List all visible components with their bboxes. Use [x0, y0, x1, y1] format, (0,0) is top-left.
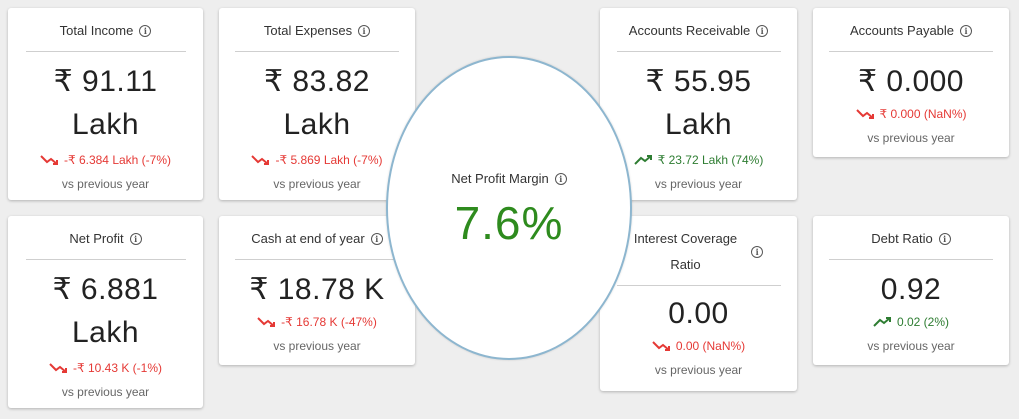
change-indicator: ₹ 0.000 (NaN%) — [813, 107, 1009, 121]
card-header: Debt Ratio i — [829, 216, 993, 260]
highlight-title: Net Profit Margin — [451, 171, 549, 186]
card-value-line2: Lakh — [71, 316, 140, 349]
info-icon[interactable]: i — [139, 24, 152, 37]
trending-down-icon — [251, 155, 270, 165]
card-value-line1: 0.92 — [880, 273, 942, 306]
card-header: Interest Coverage Ratio i — [616, 216, 781, 286]
card-title: Total Income — [59, 23, 134, 38]
card-debt-ratio: Debt Ratio i 0.92 0.02 (2%) vs previous … — [813, 216, 1009, 365]
change-text: -₹ 16.78 K (-47%) — [281, 315, 377, 329]
card-value-line1: ₹ 0.000 — [858, 65, 964, 98]
card-value-line2: Lakh — [283, 108, 351, 141]
card-total-expenses: Total Expenses i ₹ 83.82 Lakh -₹ 5.869 L… — [219, 8, 415, 200]
trending-down-icon — [855, 109, 874, 119]
change-text: 0.02 (2%) — [896, 315, 950, 329]
card-title: Interest Coverage Ratio — [634, 226, 737, 278]
card-accounts-payable: Accounts Payable i ₹ 0.000 ₹ 0.000 (NaN%… — [813, 8, 1009, 157]
card-value-line1: ₹ 6.881 — [52, 273, 159, 306]
card-value-line1: 0.00 — [668, 297, 729, 330]
trending-down-icon — [257, 317, 276, 327]
change-indicator: -₹ 5.869 Lakh (-7%) — [219, 153, 415, 167]
card-value: ₹ 18.78 K — [219, 268, 415, 311]
card-header: Accounts Payable i — [829, 8, 993, 52]
compare-label: vs previous year — [654, 363, 743, 377]
card-value: ₹ 0.000 — [813, 60, 1009, 103]
card-value-line1: ₹ 18.78 K — [249, 273, 385, 306]
change-text: ₹ 23.72 Lakh (74%) — [657, 153, 764, 167]
compare-label: vs previous year — [61, 385, 150, 399]
card-title: Accounts Receivable — [628, 23, 751, 38]
card-value-line1: ₹ 91.11 — [53, 65, 158, 98]
trending-up-icon — [873, 317, 891, 327]
change-text: 0.00 (NaN%) — [675, 339, 746, 353]
change-indicator: ₹ 23.72 Lakh (74%) — [600, 153, 797, 167]
card-header: Accounts Receivable i — [616, 8, 781, 52]
card-header: Total Expenses i — [235, 8, 399, 52]
card-header: Net Profit i — [25, 216, 186, 260]
card-value: ₹ 91.11 Lakh — [8, 60, 203, 146]
change-text: -₹ 5.869 Lakh (-7%) — [275, 153, 383, 167]
info-icon[interactable]: i — [358, 24, 371, 37]
card-title: Debt Ratio — [871, 231, 933, 246]
card-title-line2: Ratio — [670, 256, 701, 272]
card-title: Accounts Payable — [849, 23, 955, 38]
trending-down-icon — [49, 363, 67, 373]
net-profit-margin-highlight: Net Profit Margin i 7.6% — [386, 56, 632, 360]
card-total-income: Total Income i ₹ 91.11 Lakh -₹ 6.384 Lak… — [8, 8, 203, 200]
compare-label: vs previous year — [273, 339, 361, 353]
card-value: ₹ 83.82 Lakh — [219, 60, 415, 146]
card-value-line1: ₹ 55.95 — [645, 65, 752, 98]
compare-label: vs previous year — [273, 177, 361, 191]
card-value-line2: Lakh — [664, 108, 733, 141]
card-value-line2: Lakh — [71, 108, 140, 141]
card-title: Cash at end of year — [251, 231, 365, 246]
trending-down-icon — [40, 155, 58, 165]
compare-label: vs previous year — [654, 177, 743, 191]
card-value: ₹ 55.95 Lakh — [600, 60, 797, 146]
card-title: Net Profit — [69, 231, 124, 246]
card-accounts-receivable: Accounts Receivable i ₹ 55.95 Lakh ₹ 23.… — [600, 8, 797, 200]
card-net-profit: Net Profit i ₹ 6.881 Lakh -₹ 10.43 K (-1… — [8, 216, 203, 408]
card-interest-coverage-ratio: Interest Coverage Ratio i 0.00 0.00 (NaN… — [600, 216, 797, 391]
change-text: ₹ 0.000 (NaN%) — [879, 107, 967, 121]
change-text: -₹ 6.384 Lakh (-7%) — [63, 153, 171, 167]
highlight-title-row: Net Profit Margin i — [388, 171, 630, 186]
card-header: Total Income i — [25, 8, 186, 52]
info-icon[interactable]: i — [756, 24, 769, 37]
info-icon[interactable]: i — [960, 24, 973, 37]
info-icon[interactable]: i — [370, 232, 383, 245]
compare-label: vs previous year — [867, 339, 955, 353]
info-icon[interactable]: i — [554, 172, 567, 185]
change-indicator: 0.00 (NaN%) — [600, 339, 797, 353]
trending-down-icon — [652, 341, 670, 351]
card-header: Cash at end of year i — [235, 216, 399, 260]
trending-up-icon — [633, 155, 652, 165]
card-value: 0.00 — [600, 292, 797, 335]
change-text: -₹ 10.43 K (-1%) — [73, 361, 162, 375]
card-cash-end-of-year: Cash at end of year i ₹ 18.78 K -₹ 16.78… — [219, 216, 415, 365]
card-title: Total Expenses — [263, 23, 353, 38]
card-value: ₹ 6.881 Lakh — [8, 268, 203, 354]
card-value: 0.92 — [813, 268, 1009, 311]
change-indicator: -₹ 16.78 K (-47%) — [219, 315, 415, 329]
compare-label: vs previous year — [61, 177, 150, 191]
info-icon[interactable]: i — [129, 232, 142, 245]
change-indicator: -₹ 10.43 K (-1%) — [8, 361, 203, 375]
change-indicator: 0.02 (2%) — [813, 315, 1009, 329]
info-icon[interactable]: i — [751, 245, 764, 258]
info-icon[interactable]: i — [938, 232, 951, 245]
card-value-line1: ₹ 83.82 — [264, 65, 370, 98]
card-title-line1: Interest Coverage — [633, 230, 738, 246]
change-indicator: -₹ 6.384 Lakh (-7%) — [8, 153, 203, 167]
highlight-value: 7.6% — [454, 197, 564, 249]
compare-label: vs previous year — [867, 131, 955, 145]
